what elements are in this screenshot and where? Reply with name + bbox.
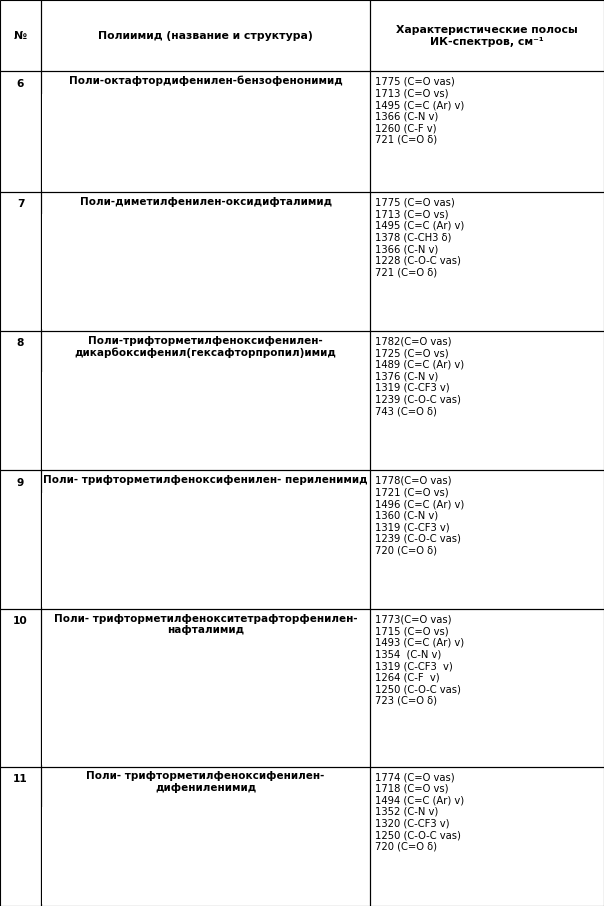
Bar xyxy=(41,0,370,72)
Bar xyxy=(42,493,369,607)
Text: Поли- трифторметилфенокситетрафторфенилен-
нафталимид: Поли- трифторметилфенокситетрафторфениле… xyxy=(54,613,358,635)
Bar xyxy=(42,371,369,468)
Text: 6: 6 xyxy=(17,79,24,89)
Text: 1775 (C=O vas)
1713 (C=O vs)
1495 (C=C (Ar) v)
1378 (C-CH3 δ)
1366 (C-N v)
1228 : 1775 (C=O vas) 1713 (C=O vs) 1495 (C=C (… xyxy=(375,198,464,277)
Bar xyxy=(41,766,370,906)
Bar xyxy=(370,470,604,609)
Bar xyxy=(370,766,604,906)
Bar xyxy=(0,192,41,331)
Bar xyxy=(42,650,369,765)
Text: Поли- трифторметилфеноксифенилен- периленимид: Поли- трифторметилфеноксифенилен- периле… xyxy=(43,475,368,485)
Text: 1773(C=O vas)
1715 (C=O vs)
1493 (C=C (Ar) v)
1354  (C-N v)
1319 (C-CF3  v)
1264: 1773(C=O vas) 1715 (C=O vs) 1493 (C=C (A… xyxy=(375,614,464,706)
Text: 1778(C=O vas)
1721 (C=O vs)
1496 (C=C (Ar) v)
1360 (C-N v)
1319 (C-CF3 v)
1239 (: 1778(C=O vas) 1721 (C=O vs) 1496 (C=C (A… xyxy=(375,476,464,555)
Text: Поли-диметилфенилен-оксидифталимид: Поли-диметилфенилен-оксидифталимид xyxy=(80,197,332,207)
Text: 9: 9 xyxy=(17,477,24,487)
Bar xyxy=(370,0,604,72)
Bar xyxy=(41,609,370,766)
Bar xyxy=(370,192,604,331)
Text: 8: 8 xyxy=(17,338,24,348)
Bar xyxy=(0,609,41,766)
Text: 1774 (C=O vas)
1718 (C=O vs)
1494 (C=C (Ar) v)
1352 (C-N v)
1320 (C-CF3 v)
1250 : 1774 (C=O vas) 1718 (C=O vs) 1494 (C=C (… xyxy=(375,772,464,852)
Text: Поли-трифторметилфеноксифенилен-
дикарбоксифенил(гексафторпропил)имид: Поли-трифторметилфеноксифенилен- дикарбо… xyxy=(75,335,336,358)
Bar xyxy=(370,609,604,766)
Text: 11: 11 xyxy=(13,774,28,784)
Bar xyxy=(41,192,370,331)
Bar xyxy=(370,331,604,470)
Bar xyxy=(42,807,369,904)
Text: 10: 10 xyxy=(13,616,28,626)
Bar xyxy=(42,93,369,190)
Text: 1782(C=O vas)
1725 (C=O vs)
1489 (C=C (Ar) v)
1376 (C-N v)
1319 (C-CF3 v)
1239 (: 1782(C=O vas) 1725 (C=O vs) 1489 (C=C (A… xyxy=(375,336,464,416)
Bar xyxy=(0,470,41,609)
Bar xyxy=(41,72,370,192)
Text: 7: 7 xyxy=(17,199,24,209)
Bar xyxy=(0,72,41,192)
Bar xyxy=(41,331,370,470)
Text: Поли-октафтордифенилен-бензофенонимид: Поли-октафтордифенилен-бензофенонимид xyxy=(69,76,342,86)
Bar xyxy=(0,331,41,470)
Bar xyxy=(0,0,41,72)
Text: 1775 (C=O vas)
1713 (C=O vs)
1495 (C=C (Ar) v)
1366 (C-N v)
1260 (C-F v)
721 (C=: 1775 (C=O vas) 1713 (C=O vs) 1495 (C=C (… xyxy=(375,77,464,145)
Bar xyxy=(0,766,41,906)
Text: Поли- трифторметилфеноксифенилен-
дифениленимид: Поли- трифторметилфеноксифенилен- дифени… xyxy=(86,771,325,793)
Bar xyxy=(370,72,604,192)
Bar xyxy=(42,215,369,329)
Text: Полиимид (название и структура): Полиимид (название и структура) xyxy=(98,31,313,41)
Bar xyxy=(41,470,370,609)
Text: №: № xyxy=(14,31,27,41)
Text: Характеристические полосы
ИК-спектров, см⁻¹: Характеристические полосы ИК-спектров, с… xyxy=(396,25,578,46)
